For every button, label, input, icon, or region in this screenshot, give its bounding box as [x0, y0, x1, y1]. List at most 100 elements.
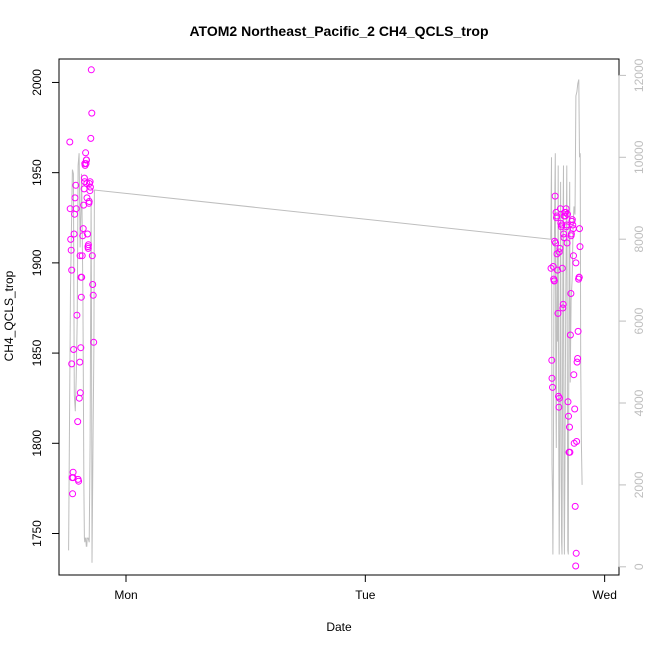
data-point	[554, 266, 561, 274]
right-y-axis: 0 2000 4000 6000 8000 10000 12000	[618, 58, 646, 570]
data-point	[572, 562, 580, 570]
x-tick-label: Mon	[114, 588, 137, 602]
data-point	[572, 259, 580, 267]
data-point	[555, 394, 563, 402]
data-point	[69, 490, 77, 498]
y-tick-label: 1900	[30, 249, 44, 276]
data-point	[563, 239, 571, 247]
data-point	[83, 180, 91, 187]
data-point	[67, 246, 75, 254]
data-point	[82, 156, 90, 164]
y-axis: 1750 1800 1850 1900 1950 2000	[30, 69, 60, 547]
data-point	[69, 474, 77, 482]
data-point	[566, 448, 574, 456]
data-point	[547, 264, 555, 272]
data-point	[72, 205, 80, 213]
data-point	[78, 252, 86, 260]
series-line	[68, 79, 583, 563]
data-point	[560, 234, 568, 242]
data-point	[76, 389, 84, 397]
data-point	[66, 205, 74, 213]
data-point	[68, 360, 76, 368]
data-point	[70, 346, 78, 353]
data-point	[559, 304, 567, 312]
data-point	[86, 183, 94, 191]
data-point	[66, 138, 74, 146]
data-point	[74, 418, 82, 426]
right-y-tick-label: 12000	[632, 58, 646, 92]
data-point	[68, 266, 76, 274]
data-point	[77, 293, 85, 301]
data-point	[84, 230, 91, 238]
data-point	[87, 134, 95, 142]
data-point	[551, 192, 559, 200]
data-point	[72, 181, 80, 189]
data-point	[558, 264, 566, 272]
data-point	[79, 232, 87, 240]
data-point	[558, 221, 566, 229]
data-point	[90, 338, 98, 346]
data-point	[555, 248, 563, 256]
data-point	[570, 371, 578, 379]
data-point	[561, 212, 569, 220]
data-point	[553, 250, 561, 258]
data-point	[573, 438, 581, 445]
right-y-tick-label: 10000	[632, 140, 646, 174]
right-y-tick-label: 2000	[632, 471, 646, 498]
right-y-tick-label: 0	[632, 563, 646, 570]
data-point	[573, 358, 581, 366]
x-tick-label: Tue	[355, 588, 376, 602]
data-point	[548, 356, 556, 364]
data-point	[562, 208, 570, 216]
points-layer	[66, 66, 584, 570]
data-point	[560, 230, 568, 238]
data-point	[572, 549, 580, 557]
right-axis-series	[68, 79, 583, 563]
data-point	[576, 243, 584, 251]
data-point	[75, 477, 83, 485]
data-point	[77, 344, 85, 352]
data-point	[84, 241, 92, 249]
x-axis: Mon Tue Wed	[114, 574, 617, 602]
data-point	[567, 232, 575, 240]
data-point	[73, 311, 81, 319]
data-point	[550, 277, 558, 285]
y-axis-label: CH4_QCLS_trop	[2, 270, 16, 361]
data-point	[574, 355, 582, 362]
data-point	[88, 252, 96, 260]
data-point	[564, 398, 572, 406]
data-point	[566, 331, 574, 339]
data-point	[564, 210, 571, 218]
y-tick-label: 2000	[30, 69, 44, 96]
data-point	[571, 405, 579, 413]
data-point	[67, 235, 75, 243]
data-point	[571, 502, 579, 510]
data-point	[555, 403, 563, 411]
data-point	[69, 468, 77, 476]
data-point	[552, 239, 560, 247]
data-point	[567, 290, 575, 297]
data-point	[549, 263, 557, 270]
right-y-tick-label: 4000	[632, 389, 646, 416]
data-point	[89, 281, 97, 288]
data-point	[569, 221, 577, 229]
data-point	[71, 194, 79, 202]
data-point	[559, 300, 567, 308]
data-point	[79, 225, 87, 233]
data-point	[77, 273, 85, 281]
data-point	[88, 109, 96, 117]
data-point	[82, 149, 90, 157]
data-point	[76, 252, 84, 260]
y-tick-label: 1750	[30, 520, 44, 547]
data-point	[87, 66, 95, 74]
data-point	[565, 412, 572, 420]
data-point	[568, 216, 576, 224]
data-point	[548, 374, 556, 382]
x-tick-label: Wed	[592, 588, 616, 602]
data-point	[553, 212, 561, 220]
data-point	[574, 327, 582, 335]
data-point	[85, 198, 93, 205]
data-point	[549, 383, 556, 391]
y-tick-label: 1850	[30, 339, 44, 366]
